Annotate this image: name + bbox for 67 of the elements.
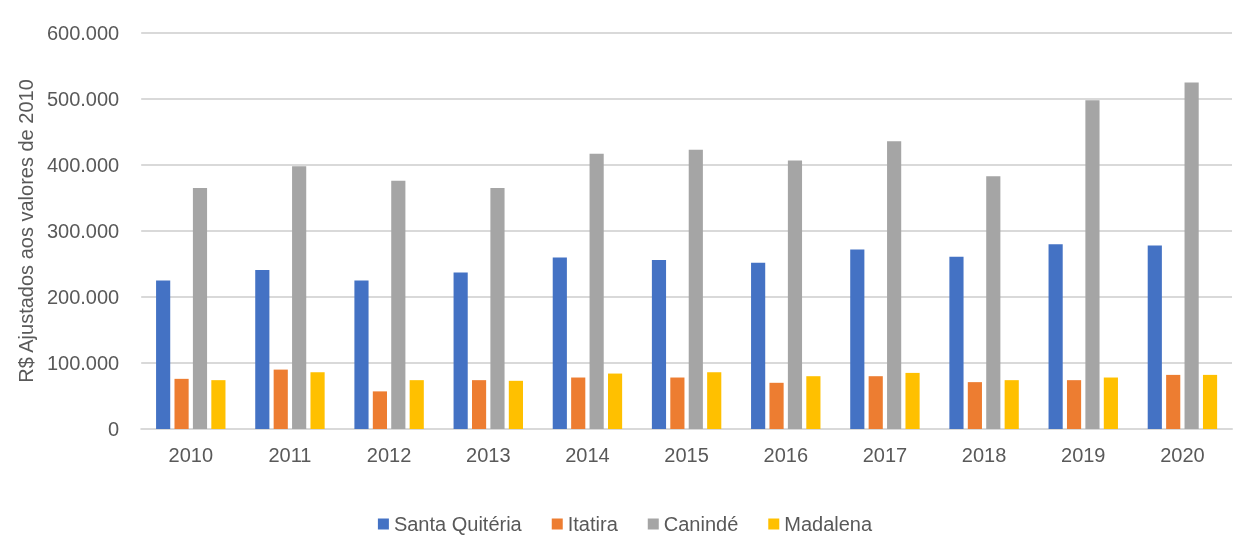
bar (688, 149, 703, 429)
bar (409, 380, 424, 429)
bar (1166, 374, 1181, 429)
x-tick-label: 2019 (1061, 444, 1106, 466)
bar (508, 380, 523, 429)
bar (453, 272, 468, 429)
bar (1048, 244, 1063, 429)
x-tick-label: 2016 (763, 444, 809, 466)
bar (1085, 100, 1100, 429)
bar (310, 372, 325, 429)
bar (292, 166, 307, 429)
bar (211, 380, 226, 429)
bar (471, 380, 487, 429)
bar (850, 249, 865, 429)
bar (1147, 245, 1162, 429)
bar (607, 373, 623, 429)
y-tick-label: 500.000 (46, 88, 120, 110)
bar (986, 176, 1001, 429)
y-tick-label: 0 (108, 418, 120, 440)
bar (255, 269, 270, 429)
bar (887, 141, 902, 429)
bar (571, 377, 586, 429)
legend-label: Santa Quitéria (393, 513, 523, 535)
x-tick-label: 2018 (961, 444, 1007, 466)
y-tick-label: 200.000 (46, 286, 120, 308)
x-tick-label: 2011 (268, 444, 312, 466)
bar (1066, 380, 1082, 429)
y-tick-label: 600.000 (46, 22, 120, 44)
bar (905, 372, 920, 429)
y-tick-label: 300.000 (46, 220, 120, 242)
bar (949, 256, 964, 429)
bar (372, 391, 387, 429)
bar (589, 153, 604, 429)
bar (1184, 82, 1199, 429)
legend-label: Canindé (663, 513, 739, 535)
legend-label: Madalena (784, 513, 873, 535)
x-tick-label: 2013 (466, 444, 511, 466)
bar (707, 372, 722, 429)
bar (156, 280, 171, 429)
bar (868, 376, 883, 429)
bar (670, 377, 685, 429)
bar (1004, 380, 1019, 429)
x-tick-label: 2020 (1160, 444, 1205, 466)
bar (273, 369, 288, 429)
bar (192, 188, 208, 429)
x-tick-label: 2014 (565, 444, 610, 466)
y-tick-label: 100.000 (46, 352, 120, 374)
bar (490, 188, 505, 429)
bar (354, 280, 369, 429)
bar (967, 382, 982, 429)
x-tick-label: 2010 (168, 444, 214, 466)
x-tick-label: 2017 (862, 444, 908, 466)
x-tick-label: 2015 (664, 444, 709, 466)
bar (651, 260, 667, 429)
bar (1202, 374, 1218, 429)
bar (1103, 377, 1118, 429)
bar (787, 160, 803, 429)
legend-label: Itatira (567, 513, 619, 535)
bar (552, 257, 567, 429)
bar (806, 376, 821, 429)
x-tick-label: 2012 (366, 444, 412, 466)
bar (769, 382, 784, 429)
bar (751, 262, 766, 429)
bar (391, 180, 406, 429)
y-axis-title: R$ Ajustados aos valores de 2010 (15, 79, 37, 383)
y-tick-label: 400.000 (46, 154, 120, 176)
bar (174, 378, 189, 429)
